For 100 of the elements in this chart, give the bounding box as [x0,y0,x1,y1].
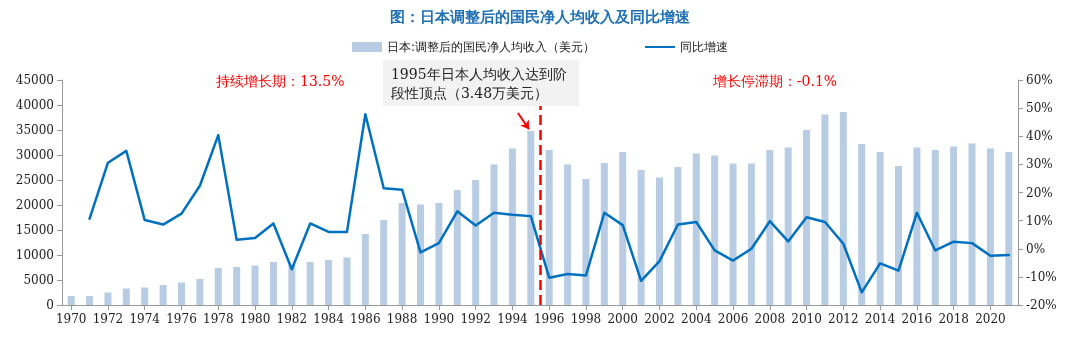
y2-tick-label: 50% [1026,101,1053,116]
bar [821,114,829,305]
chart-title: 图：日本调整后的国民净人均收入及同比增速 [390,7,691,26]
bar [159,285,167,305]
bar [839,112,847,305]
bar [692,153,700,305]
bar [67,296,75,305]
bar [858,144,866,305]
bar [582,179,590,305]
bar [527,131,535,305]
y2-tick-label: 30% [1026,157,1053,172]
x-tick-label: 1980 [239,312,271,326]
y-tick-label: 10000 [15,248,54,262]
x-tick-label: 1974 [129,312,161,326]
bar [453,190,461,305]
x-tick-label: 2010 [791,312,822,326]
bar [895,166,902,305]
y2-tick-label: -10% [1026,269,1057,284]
x-tick-label: 1972 [92,312,124,326]
bar [269,262,277,305]
bar [950,146,958,305]
bar [913,147,921,305]
x-tick-label: 2000 [607,312,638,326]
x-tick-label: 1988 [386,312,418,326]
bar [361,234,369,305]
bar [729,163,737,305]
x-tick-label: 1986 [350,312,381,326]
x-tick-label: 1990 [423,312,455,326]
x-tick-label: 1996 [533,312,565,326]
y-tick-label: 20000 [15,198,54,212]
y2-tick-label: 20% [1026,185,1053,200]
bar [656,177,663,305]
y-tick-label: 45000 [15,73,54,87]
bar [619,152,627,305]
bar [637,170,645,305]
x-tick-label: 1998 [570,312,602,326]
y-tick-label: 25000 [15,173,54,187]
x-tick-label: 1994 [497,312,529,326]
bar [564,164,572,305]
x-tick-label: 1978 [203,312,234,326]
annotation: 持续增长期：13.5% [216,73,345,89]
legend-label: 日本:调整后的国民净人均收入（美元） [386,40,596,54]
x-tick-label: 2006 [717,312,749,326]
bar [104,292,112,305]
x-tick-label: 1982 [276,312,308,326]
y2-tick-label: 10% [1026,213,1053,228]
y-tick-label: 0 [46,298,54,312]
x-tick-label: 2008 [754,312,786,326]
bar [508,148,516,305]
bar [545,150,553,305]
y-tick-label: 15000 [15,223,54,237]
y2-tick-label: 0% [1026,241,1046,256]
y2-tick-label: 60% [1026,73,1053,87]
y2-tick-label: 40% [1026,129,1053,144]
bar [398,203,406,305]
y-tick-label: 35000 [15,123,54,137]
x-tick-label: 1984 [313,312,345,326]
bar [306,262,314,305]
x-tick-label: 2016 [901,312,933,326]
x-tick-label: 2018 [938,312,969,326]
y-tick-label: 30000 [15,148,54,162]
bar [196,279,204,305]
bar [251,265,259,305]
x-tick-label: 2020 [975,312,1006,326]
x-tick-label: 2014 [864,312,896,326]
y-tick-label: 5000 [23,273,54,287]
bar [86,296,94,305]
x-tick-label: 1992 [460,312,491,326]
x-tick-label: 2002 [644,312,675,326]
bar [784,147,792,305]
line-series [88,113,1011,294]
legend-label: 同比增速 [680,40,729,54]
bar [325,260,333,305]
y-tick-label: 40000 [15,98,54,112]
x-tick-label: 2012 [828,312,859,326]
bar [141,287,149,305]
bar [986,148,994,305]
bar [214,268,222,305]
bar [435,203,443,305]
x-tick-label: 1976 [166,312,197,326]
bar [178,282,185,305]
x-tick-label: 1970 [55,312,87,326]
bar [343,257,351,305]
bar [233,267,241,305]
bar [380,220,388,305]
bar [876,152,884,305]
x-tick-label: 2004 [681,312,712,326]
bar [747,163,755,305]
bar [122,288,130,305]
bar [766,150,774,305]
bar [600,163,608,305]
y2-tick-label: -20% [1026,298,1057,312]
bar [931,150,939,305]
bar [711,155,719,305]
bar [288,265,296,305]
bar [1005,152,1013,305]
annotation: 增长停滞期：-0.1% [711,73,838,89]
bar [472,180,480,305]
bar [674,167,682,305]
bar [803,130,811,305]
